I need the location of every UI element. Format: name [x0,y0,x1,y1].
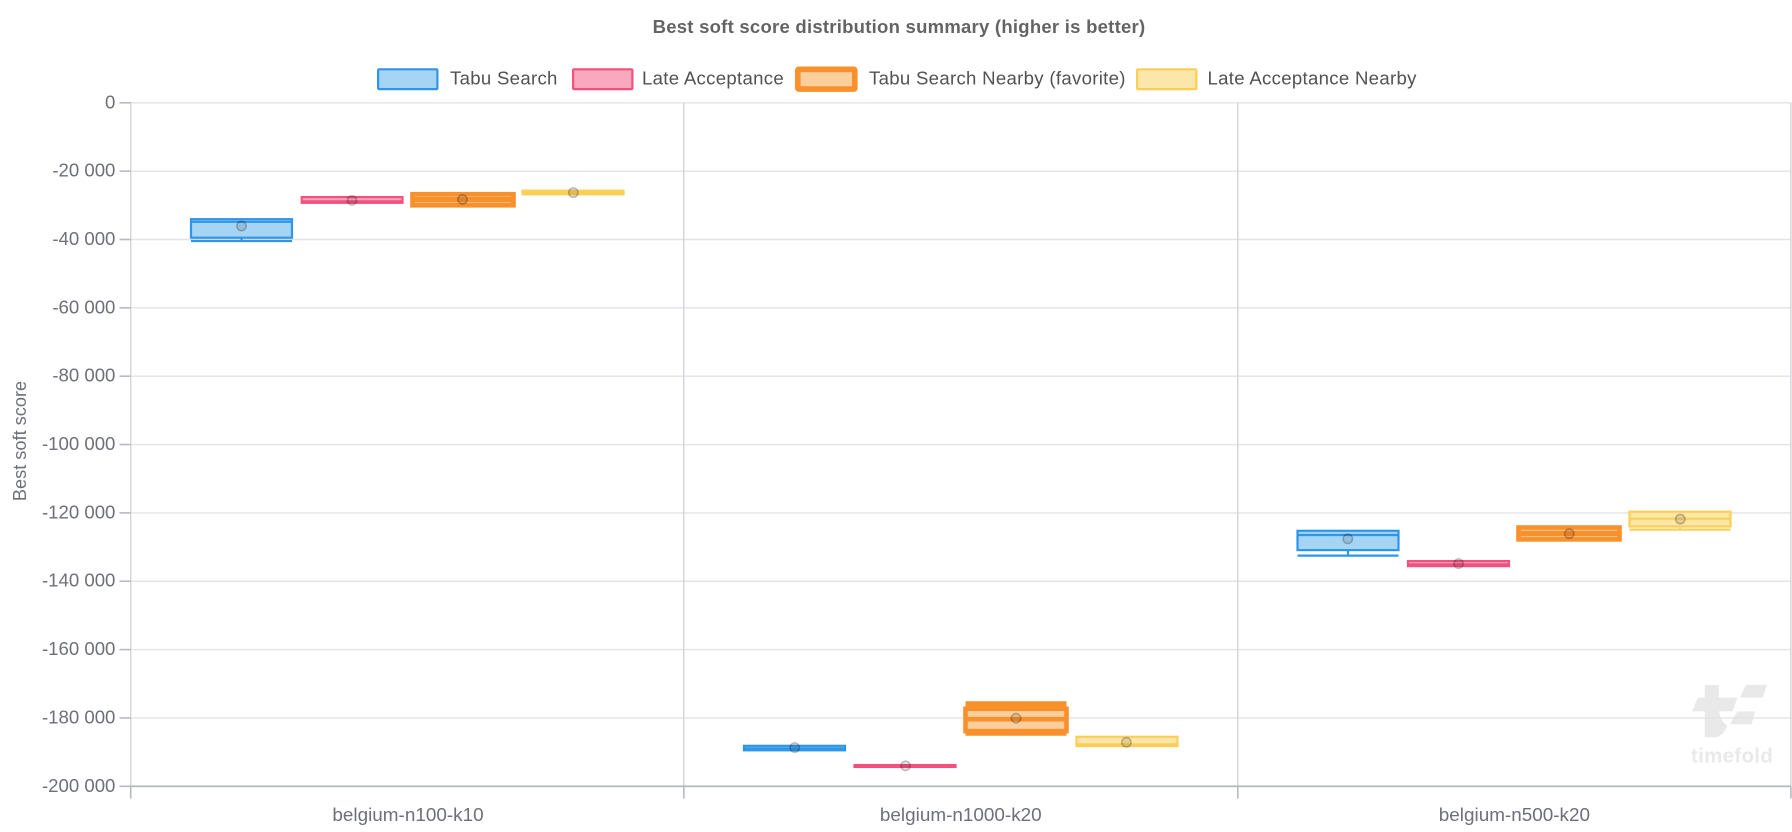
svg-text:-200 000: -200 000 [42,775,115,796]
svg-text:-140 000: -140 000 [42,570,115,591]
svg-text:belgium-n1000-k20: belgium-n1000-k20 [880,805,1042,826]
svg-text:-20 000: -20 000 [52,160,115,181]
svg-text:timefold: timefold [1691,745,1773,768]
svg-text:Late Acceptance Nearby: Late Acceptance Nearby [1208,68,1418,89]
svg-text:-120 000: -120 000 [42,501,115,522]
svg-text:Late Acceptance: Late Acceptance [642,68,784,89]
svg-text:Tabu Search Nearby (favorite): Tabu Search Nearby (favorite) [869,68,1126,89]
svg-text:Tabu Search: Tabu Search [450,68,558,89]
svg-text:Best soft score: Best soft score [10,381,30,501]
svg-text:-80 000: -80 000 [52,365,115,386]
svg-text:-180 000: -180 000 [42,706,115,727]
svg-text:belgium-n500-k20: belgium-n500-k20 [1439,805,1590,826]
svg-text:Best soft score distribution s: Best soft score distribution summary (hi… [653,16,1146,37]
svg-text:-60 000: -60 000 [52,296,115,317]
svg-text:-100 000: -100 000 [42,433,115,454]
svg-text:-40 000: -40 000 [52,228,115,249]
svg-text:0: 0 [105,91,115,112]
svg-text:belgium-n100-k10: belgium-n100-k10 [332,805,483,826]
svg-text:-160 000: -160 000 [42,638,115,659]
